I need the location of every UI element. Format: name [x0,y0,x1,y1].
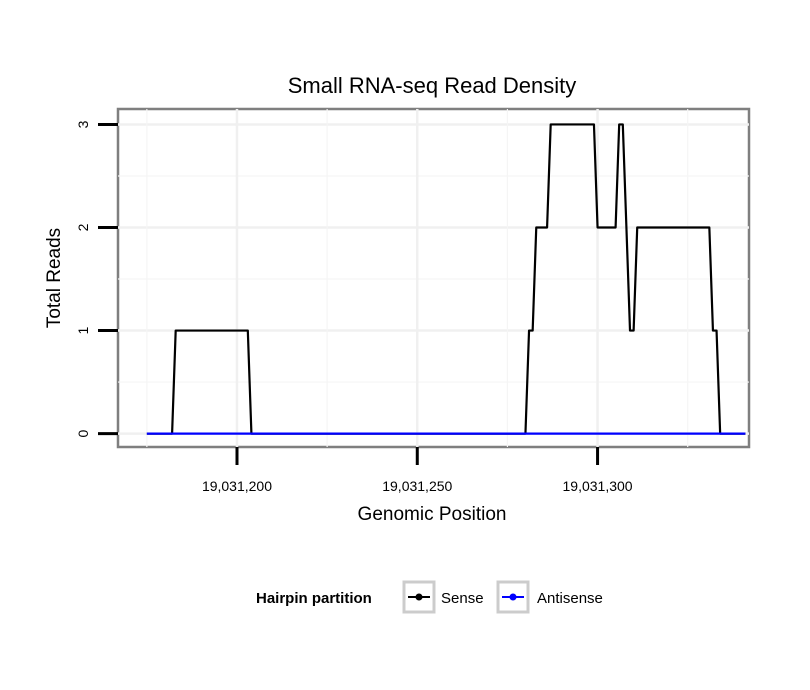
y-tick-label: 3 [75,120,91,128]
y-tick-label: 0 [75,430,91,438]
x-axis-title: Genomic Position [358,504,507,525]
y-tick-label: 1 [75,326,91,334]
x-tick-label: 19,031,300 [563,478,633,494]
y-axis: 0 1 2 3 [75,120,118,438]
legend: Hairpin partition Sense Antisense [256,580,603,614]
plot-panel [116,107,751,449]
legend-label-sense: Sense [441,590,484,607]
legend-key-point-antisense [509,593,517,601]
chart-title: Small RNA-seq Read Density [288,73,577,98]
y-tick-label: 2 [75,223,91,231]
y-axis-title: Total Reads [44,228,65,328]
legend-key-point-sense [415,593,423,601]
legend-item-sense[interactable]: Sense [402,580,484,614]
legend-item-antisense[interactable]: Antisense [496,580,603,614]
legend-title: Hairpin partition [256,590,372,607]
series-lines [146,123,746,435]
x-axis: 19,031,200 19,031,250 19,031,300 [202,447,633,494]
x-tick-label: 19,031,250 [382,478,452,494]
x-tick-label: 19,031,200 [202,478,272,494]
legend-label-antisense: Antisense [537,590,603,607]
